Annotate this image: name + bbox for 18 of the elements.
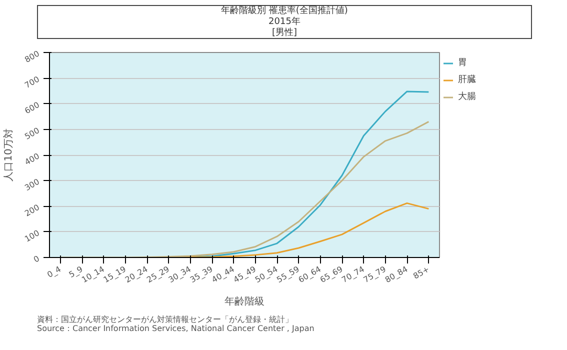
chart-title: 年齢階級別 罹患率(全国推計値) 2015年 [男性] xyxy=(221,6,348,39)
y-tick-label: 600 xyxy=(23,100,42,116)
y-tick-label: 700 xyxy=(23,74,42,90)
y-tick-label: 100 xyxy=(23,228,42,244)
y-tick-label: 300 xyxy=(23,177,42,193)
y-axis-title: 人口10万対 xyxy=(2,128,14,182)
legend-label: 肝臓 xyxy=(458,74,477,86)
x-tick-label: 85+ xyxy=(412,264,431,281)
y-tick-label: 0 xyxy=(32,254,42,264)
y-tick-label: 500 xyxy=(23,126,42,142)
legend-label: 胃 xyxy=(458,57,468,69)
x-axis-title: 年齢階級 xyxy=(224,295,264,308)
legend-label: 大腸 xyxy=(458,90,477,103)
y-tick-label: 800 xyxy=(23,49,42,64)
x-tick-label: 0_4 xyxy=(46,264,63,280)
text: 資料：国立がん研究センターがん対策情報センター「がん登録・統計」 Source：Cancer Information Services, National Cancer Center , Japan xyxy=(37,315,314,333)
y-tick-label: 200 xyxy=(23,202,42,218)
y-tick-label: 400 xyxy=(23,152,42,167)
